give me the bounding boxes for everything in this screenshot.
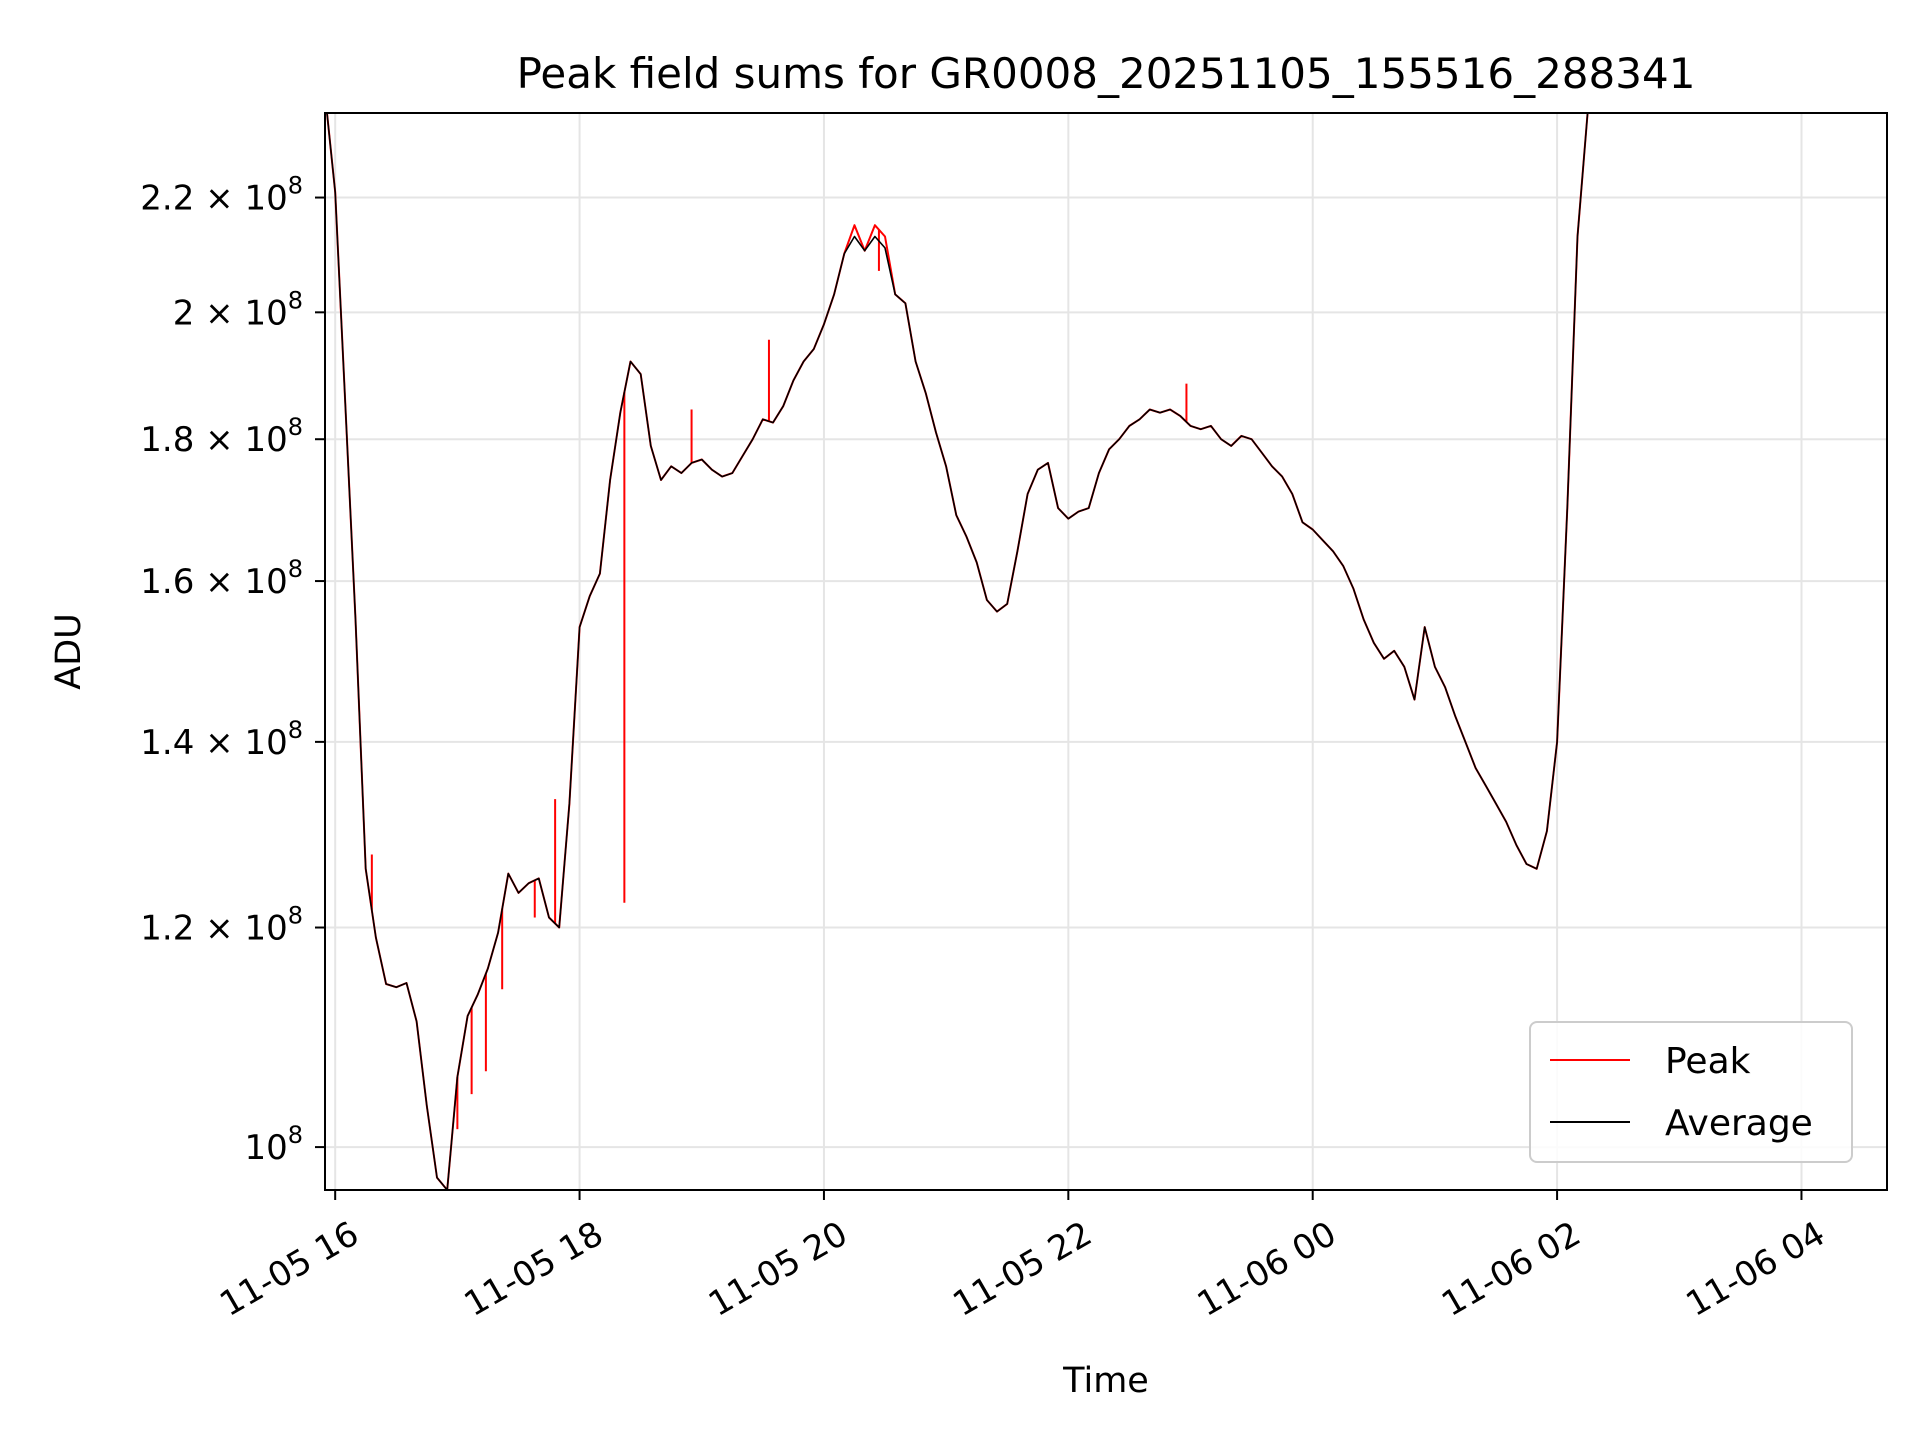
series-layer <box>326 113 1589 1190</box>
legend-label: Peak <box>1665 1041 1751 1082</box>
y-tick-label: 1.8 × 108 <box>140 413 303 460</box>
grid <box>325 113 1887 1190</box>
y-tick-label: 2.2 × 108 <box>140 172 303 219</box>
y-tick-label: 108 <box>244 1121 303 1168</box>
y-tick-label: 1.6 × 108 <box>140 555 303 602</box>
y-tick-label: 1.2 × 108 <box>140 902 303 949</box>
y-tick-label: 2 × 108 <box>173 286 303 333</box>
series-line-average <box>326 113 1589 1190</box>
plot-frame <box>324 112 1888 1191</box>
legend-box <box>1529 1021 1853 1163</box>
chart-title: Peak field sums for GR0008_20251105_1555… <box>517 49 1696 98</box>
legend-label: Average <box>1665 1103 1813 1144</box>
y-axis-title: ADU <box>49 613 89 690</box>
x-axis-title: Time <box>1062 1361 1149 1401</box>
y-axis: 2.2 × 108 2 × 108 1.8 × 108 1.6 × 108 1.4 × … <box>140 172 325 1168</box>
legend: Peak Average <box>1529 1021 1853 1163</box>
y-tick-label: 1.4 × 108 <box>140 716 303 763</box>
